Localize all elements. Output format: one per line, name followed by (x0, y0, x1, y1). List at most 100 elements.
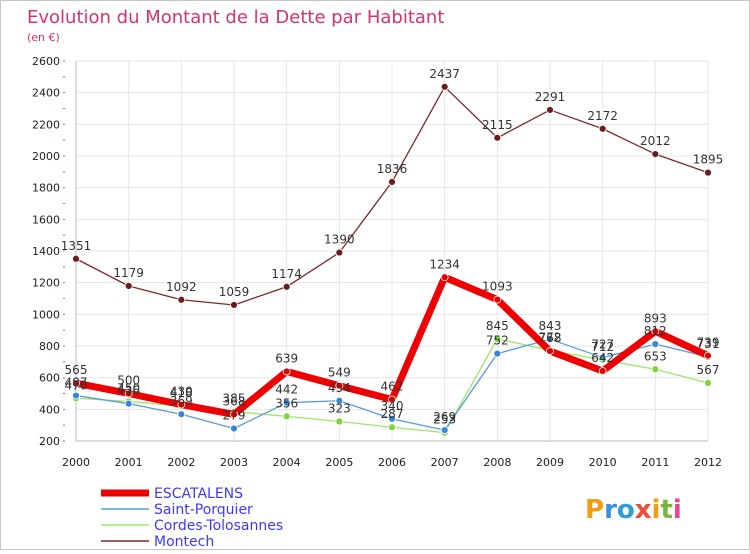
x-tick-label-2010: 2010 (589, 456, 617, 469)
data-label-saint-porquier-2008: 752 (486, 334, 509, 348)
data-label-saint-porquier-2009: 843 (539, 319, 562, 333)
point-saint-porquier-2004 (282, 398, 291, 407)
point-montech-2002 (177, 295, 186, 304)
data-label-saint-porquier-2002: 369 (170, 394, 193, 408)
point-escatalens-2005 (335, 381, 344, 390)
point-cordes-tolosannes-2012 (704, 378, 712, 387)
point-saint-porquier-2007 (440, 426, 449, 434)
x-tick-label-2005: 2005 (325, 456, 353, 469)
point-cordes-tolosannes-2006 (388, 423, 396, 432)
y-tick-label-200: 200 (39, 435, 60, 448)
data-label-escatalens-2008: 1093 (482, 280, 513, 294)
x-tick-label-2009: 2009 (536, 456, 564, 469)
point-escatalens-2011 (651, 327, 660, 336)
x-axis: 2000 2001 2002 2003 2004 2005 2006 2007 2008 2009… (62, 440, 722, 469)
point-cordes-tolosannes-2004 (282, 412, 291, 421)
y-tick-label-400: 400 (39, 403, 60, 416)
data-label-cordes-tolosannes-2001: 450 (117, 381, 140, 395)
data-label-montech-2008: 2115 (482, 118, 513, 132)
data-label-saint-porquier-2011: 812 (644, 324, 667, 338)
y-axis: 200 400 600 800 1000 1200 1400 1600 1800 2000 2200… (32, 55, 77, 448)
point-montech-2000 (72, 254, 80, 263)
logo-letter: i (673, 495, 682, 525)
y-tick-label-1600: 1600 (32, 213, 60, 226)
data-label-saint-porquier-2012: 731 (697, 337, 720, 351)
point-saint-porquier-2000 (72, 391, 80, 400)
point-escatalens-2003 (230, 410, 238, 419)
data-label-saint-porquier-2001: 436 (117, 384, 140, 398)
data-label-montech-2009: 2291 (535, 90, 566, 104)
point-escatalens-2006 (388, 395, 396, 404)
legend-label-escatalens: ESCATALENS (154, 486, 243, 502)
y-tick-label-1200: 1200 (32, 277, 60, 290)
point-saint-porquier-2005 (335, 396, 344, 405)
point-escatalens-2009 (546, 347, 554, 355)
data-label-montech-2003: 1059 (219, 285, 250, 299)
data-label-montech-2011: 2012 (640, 134, 671, 148)
data-label-cordes-tolosannes-2010: 712 (591, 340, 614, 354)
data-label-escatalens-2000: 565 (65, 363, 88, 377)
x-tick-label-2007: 2007 (431, 456, 459, 469)
y-tick-label-600: 600 (39, 372, 60, 385)
x-tick-label-2006: 2006 (378, 456, 406, 469)
point-saint-porquier-2003 (230, 424, 238, 433)
data-label-cordes-tolosannes-2002: 418 (170, 386, 193, 400)
x-tick-label-2011: 2011 (641, 456, 669, 469)
point-cordes-tolosannes-2011 (651, 365, 660, 374)
point-cordes-tolosannes-2008 (493, 334, 502, 343)
point-saint-porquier-2011 (651, 340, 660, 349)
y-tick-label-2200: 2200 (32, 118, 60, 131)
legend-label-montech: Montech (154, 534, 214, 549)
x-tick-label-2012: 2012 (694, 456, 722, 469)
data-label-cordes-tolosannes-2008: 845 (486, 319, 509, 333)
point-escatalens-2004 (282, 367, 291, 376)
point-escatalens-2002 (177, 400, 186, 409)
data-label-cordes-tolosannes-2006: 287 (381, 407, 404, 421)
data-label-saint-porquier-2000: 487 (65, 376, 88, 390)
x-tick-label-2003: 2003 (220, 456, 248, 469)
logo-letter: o (617, 495, 635, 525)
data-label-escatalens-2002: 430 (170, 385, 193, 399)
data-label-escatalens-2004: 639 (275, 351, 298, 365)
point-cordes-tolosannes-2005 (335, 417, 344, 426)
point-escatalens-2012 (704, 351, 712, 360)
point-saint-porquier-2008 (493, 349, 502, 358)
data-label-montech-2007: 2437 (429, 67, 460, 81)
point-montech-2012 (704, 168, 712, 177)
data-label-cordes-tolosannes-2007: 253 (433, 413, 456, 427)
data-label-cordes-tolosannes-2003: 385 (223, 392, 246, 406)
data-label-cordes-tolosannes-2012: 567 (697, 363, 720, 377)
data-label-saint-porquier-2003: 279 (223, 408, 246, 422)
x-tick-label-2001: 2001 (115, 456, 143, 469)
data-label-cordes-tolosannes-2005: 323 (328, 402, 351, 416)
logo-letter: i (652, 495, 661, 525)
chart-title: Evolution du Montant de la Dette par Hab… (27, 7, 444, 28)
data-label-escatalens-2010: 642 (591, 351, 614, 365)
legend-label-saint-porquier: Saint-Porquier (154, 502, 253, 518)
y-tick-label-2000: 2000 (32, 150, 60, 163)
data-label-escatalens-2012: 739 (697, 336, 720, 350)
data-labels-layer: 470 450 418 385 356 323 287 253 845 772 712 653 567 4… (61, 67, 724, 427)
legend-label-cordes-tolosannes: Cordes-Tolosannes (154, 518, 283, 534)
legend: ESCATALENS Saint-Porquier Cordes-Tolosan… (101, 486, 283, 550)
data-label-montech-2004: 1174 (271, 267, 302, 281)
x-tick-label-2008: 2008 (483, 456, 511, 469)
data-label-montech-2006: 1836 (377, 162, 408, 176)
point-montech-2005 (335, 248, 344, 257)
logo-letter: r (604, 495, 617, 525)
data-label-montech-2012: 1895 (693, 153, 724, 167)
point-saint-porquier-2001 (124, 399, 133, 408)
data-label-montech-2005: 1390 (324, 233, 355, 247)
x-tick-label-2000: 2000 (62, 456, 90, 469)
data-label-escatalens-2009: 768 (539, 331, 562, 345)
point-montech-2007 (440, 82, 449, 91)
chart-subtitle: (en €) (27, 31, 60, 44)
data-label-montech-2010: 2172 (587, 109, 618, 123)
point-montech-2009 (546, 106, 554, 114)
data-label-escatalens-2003: 368 (223, 394, 246, 408)
point-montech-2003 (230, 301, 238, 309)
y-tick-label-2400: 2400 (32, 87, 60, 100)
point-montech-2006 (388, 178, 396, 186)
